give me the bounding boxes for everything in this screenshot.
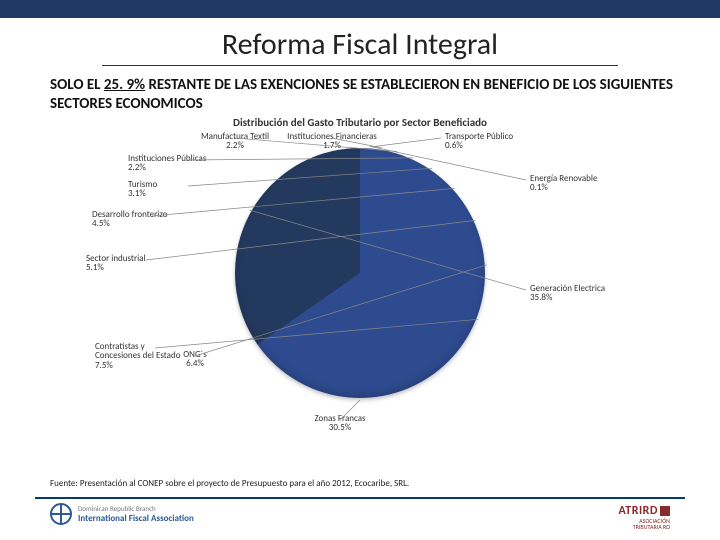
source-text: Fuente: Presentación al CONEP sobre el p…	[50, 478, 409, 489]
pie-label: Instituciones Financieras 1.7%	[287, 132, 377, 152]
square-icon	[660, 506, 670, 516]
logo-ifa-name: International Fiscal Association	[78, 513, 194, 524]
pie-label: Desarrollo fronterizo 4.5%	[92, 210, 167, 230]
pie-label: Sector industrial 5.1%	[86, 254, 146, 274]
pie-label: Instituciones Públicas 2.2%	[128, 154, 206, 174]
subtitle-pre: SOLO EL	[50, 76, 104, 94]
logo-atrird-name: ATRIRD	[618, 504, 670, 518]
logo-atrird: ATRIRD ASOCIACIÓN TRIBUTARIA RD	[618, 504, 670, 530]
pie-label: Turismo 3.1%	[128, 180, 157, 200]
pie-chart	[235, 148, 485, 398]
logo-ifa-text: Dominican Republic Branch International …	[78, 504, 194, 524]
pie-label: Generación Electrica 35.8%	[530, 284, 605, 304]
pie-wrap	[235, 148, 485, 398]
footer-divider	[35, 497, 685, 499]
page-title: Reforma Fiscal Integral	[102, 26, 618, 66]
pie-label: Contratistas y Concesiones del Estado 7.…	[95, 342, 180, 372]
pie-label: ONG´s 6.4%	[183, 350, 207, 370]
pie-label: Zonas Francas 30.5%	[314, 414, 365, 434]
logo-ifa-sub: Dominican Republic Branch	[78, 504, 194, 513]
logo-ifa: Dominican Republic Branch International …	[50, 503, 194, 525]
subtitle-pct: 25. 9%	[104, 76, 145, 94]
chart-area: Distribución del Gasto Tributario por Se…	[0, 114, 720, 464]
chart-title: Distribución del Gasto Tributario por Se…	[0, 116, 720, 129]
pie-label: Manufactura Textil 2.2%	[201, 132, 269, 152]
top-bar	[0, 0, 720, 18]
logo-atrird-text: ATRIRD	[618, 504, 658, 518]
globe-icon	[50, 503, 72, 525]
pie-label: Transporte Público 0.6%	[445, 132, 513, 152]
title-wrap: Reforma Fiscal Integral	[0, 18, 720, 70]
subtitle: SOLO EL 25. 9% RESTANTE DE LAS EXENCIONE…	[0, 70, 720, 114]
pie-label: Energía Renovable 0.1%	[530, 174, 597, 194]
logo-atrird-sub2: TRIBUTARIA RD	[618, 524, 670, 530]
